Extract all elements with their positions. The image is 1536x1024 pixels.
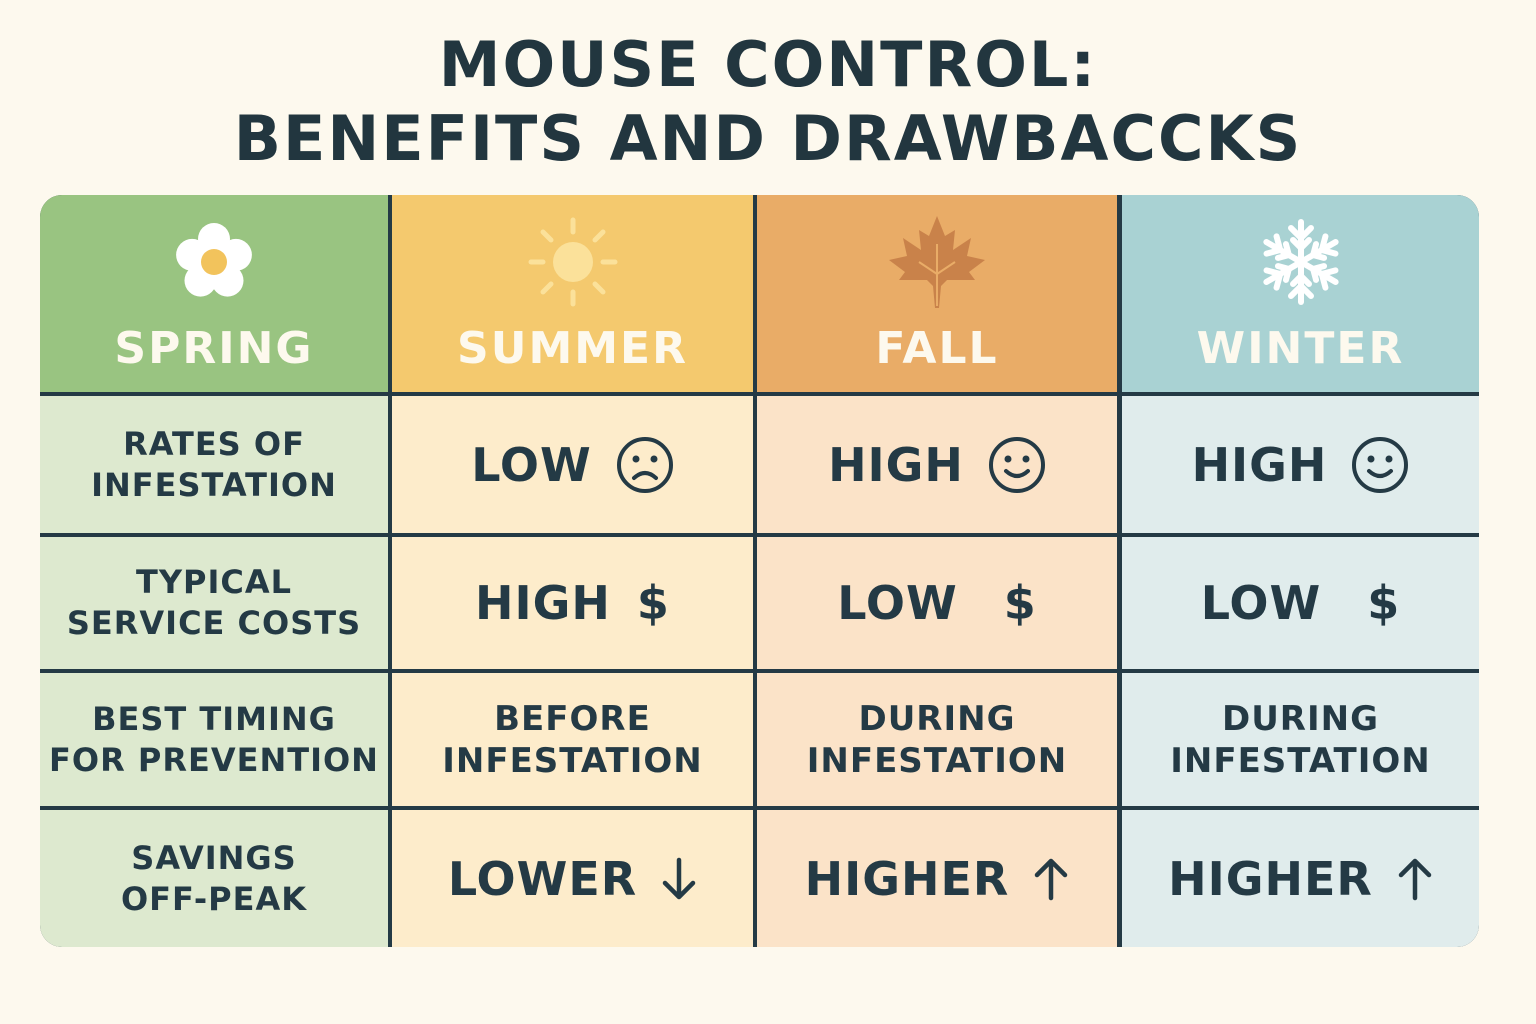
row-label-line: INFESTATION: [91, 465, 337, 504]
row-label-line: SERVICE COSTS: [66, 604, 362, 642]
row-label-service-costs: TYPICAL SERVICE COSTS: [40, 537, 388, 669]
row-label-line: SAVINGS: [131, 838, 297, 877]
header-spring: SPRING: [40, 195, 388, 392]
header-label-summer: SUMMER: [457, 323, 688, 374]
cell-value: HIGHER: [804, 851, 1010, 906]
row-label-line: FOR PREVENTION: [49, 740, 379, 779]
row-label-infestation: RATES OF INFESTATION: [40, 396, 388, 533]
cell-summer-savings: LOWER: [392, 810, 753, 947]
cell-winter-infestation: HIGH: [1122, 396, 1479, 533]
cell-summer-infestation: LOW: [392, 396, 753, 533]
flower-icon: [40, 217, 388, 307]
dollar-sign: $: [1367, 576, 1401, 630]
cell-value-line: DURING: [1221, 698, 1379, 739]
page-title: MOUSE CONTROL: BENEFITS AND DRAWBACCKS: [0, 28, 1536, 176]
cell-value: LOW: [1200, 576, 1322, 630]
cell-summer-costs: HIGH $: [392, 537, 753, 669]
cell-value-line: INFESTATION: [442, 740, 703, 781]
dollar-sign: $: [1003, 576, 1037, 630]
header-label-fall: FALL: [875, 323, 999, 374]
header-label-winter: WINTER: [1196, 323, 1405, 374]
cell-value: HIGHER: [1168, 851, 1373, 906]
row-label-line: BEST TIMING: [92, 699, 336, 738]
cell-value: LOW: [837, 576, 958, 630]
header-label-spring: SPRING: [114, 323, 314, 374]
cell-winter-timing: DURING INFESTATION: [1122, 673, 1479, 806]
header-winter: WINTER: [1122, 195, 1479, 392]
cell-fall-infestation: HIGH: [757, 396, 1117, 533]
arrow-down-icon: [662, 857, 696, 899]
row-label-best-timing: BEST TIMING FOR PREVENTION: [40, 673, 388, 806]
cell-fall-timing: DURING INFESTATION: [757, 673, 1117, 806]
cell-summer-timing: BEFORE INFESTATION: [392, 673, 753, 806]
cell-winter-costs: LOW $: [1122, 537, 1479, 669]
smiley-face-icon: [988, 436, 1045, 493]
sun-icon: [392, 217, 753, 307]
cell-value: LOWER: [447, 851, 638, 906]
row-label-line: TYPICAL: [136, 563, 292, 601]
dollar-sign: $: [636, 576, 670, 630]
cell-value: LOW: [471, 437, 592, 492]
row-label-line: OFF-PEAK: [120, 879, 308, 918]
cell-value: HIGH: [475, 576, 611, 630]
cell-value: HIGH: [1191, 437, 1328, 492]
snowflake-icon: [1122, 217, 1479, 307]
cell-fall-savings: HIGHER: [757, 810, 1117, 947]
title-line-2: BENEFITS AND DRAWBACCKS: [233, 102, 1303, 175]
header-fall: FALL: [757, 195, 1117, 392]
row-label-savings: SAVINGS OFF-PEAK: [40, 810, 388, 947]
arrow-up-icon: [1035, 858, 1068, 900]
arrow-up-icon: [1398, 858, 1432, 900]
cell-value-line: DURING: [858, 698, 1016, 739]
cell-value-line: BEFORE: [494, 698, 651, 739]
cell-fall-costs: LOW $: [757, 537, 1117, 669]
smiley-face-icon: [1352, 436, 1409, 493]
maple-leaf-icon: [757, 216, 1117, 308]
cell-value-line: INFESTATION: [1170, 740, 1431, 781]
sad-face-icon: [616, 436, 673, 493]
seasons-table: SPRING SUMMER: [40, 195, 1479, 947]
cell-winter-savings: HIGHER: [1122, 810, 1479, 947]
cell-value: HIGH: [828, 437, 964, 492]
header-summer: SUMMER: [392, 195, 753, 392]
row-label-line: RATES OF: [123, 424, 305, 463]
title-line-1: MOUSE CONTROL:: [438, 28, 1098, 101]
cell-value-line: INFESTATION: [806, 740, 1068, 781]
